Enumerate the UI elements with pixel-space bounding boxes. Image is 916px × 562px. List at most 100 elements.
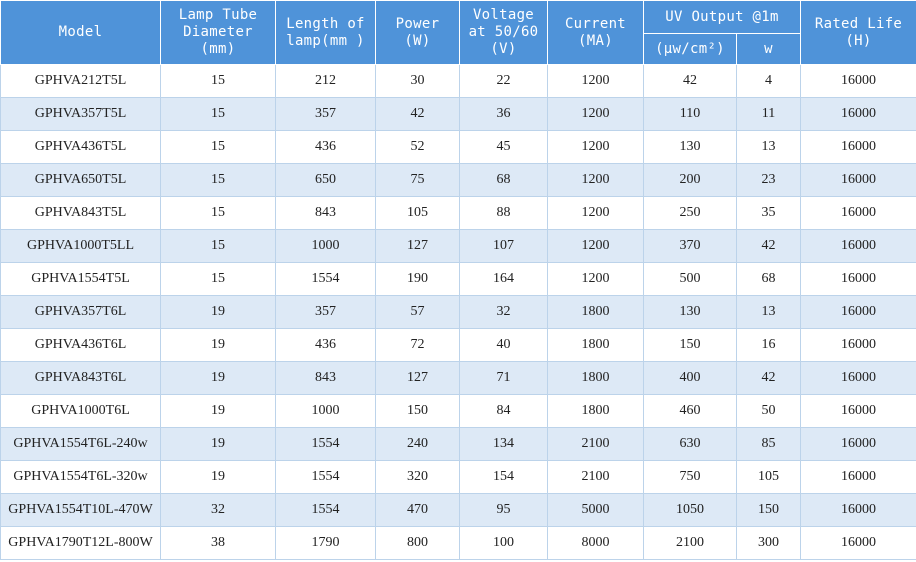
cell-power: 470 <box>375 493 460 527</box>
cell-power: 57 <box>375 295 460 329</box>
cell-model: GPHVA1554T5L <box>0 262 161 296</box>
cell-rated-life: 16000 <box>800 163 916 197</box>
cell-rated-life: 16000 <box>800 196 916 230</box>
cell-uv-intensity: 400 <box>643 361 737 395</box>
cell-length: 1554 <box>275 460 376 494</box>
cell-uv-intensity: 370 <box>643 229 737 263</box>
cell-model: GPHVA843T5L <box>0 196 161 230</box>
cell-voltage: 22 <box>459 64 548 98</box>
cell-voltage: 100 <box>459 526 548 560</box>
cell-voltage: 71 <box>459 361 548 395</box>
cell-uv-watts: 68 <box>735 262 802 296</box>
table-row: GPHVA436T6L 19 436 72 40 1800 150 16 16000 <box>0 328 916 362</box>
cell-voltage: 84 <box>459 394 548 428</box>
cell-power: 52 <box>375 130 460 164</box>
cell-diameter: 15 <box>160 229 276 263</box>
cell-length: 357 <box>275 97 376 131</box>
cell-current: 1200 <box>547 229 644 263</box>
cell-uv-watts: 50 <box>735 394 802 428</box>
cell-current: 1200 <box>547 64 644 98</box>
cell-power: 320 <box>375 460 460 494</box>
cell-model: GPHVA357T6L <box>0 295 161 329</box>
cell-uv-intensity: 460 <box>643 394 737 428</box>
header-current: Current (MA) <box>547 0 644 65</box>
table-row: GPHVA1554T5L 15 1554 190 164 1200 500 68 16000 <box>0 262 916 296</box>
cell-uv-watts: 23 <box>735 163 802 197</box>
cell-uv-intensity: 630 <box>643 427 737 461</box>
cell-rated-life: 16000 <box>800 130 916 164</box>
cell-rated-life: 16000 <box>800 262 916 296</box>
cell-model: GPHVA212T5L <box>0 64 161 98</box>
cell-uv-watts: 4 <box>735 64 802 98</box>
cell-model: GPHVA1000T5LL <box>0 229 161 263</box>
table-row: GPHVA1790T12L-800W 38 1790 800 100 8000 2100 30… <box>0 526 916 560</box>
cell-diameter: 19 <box>160 460 276 494</box>
cell-model: GPHVA1554T6L-240w <box>0 427 161 461</box>
header-rated-life: Rated Life (H) <box>800 0 916 65</box>
cell-uv-watts: 35 <box>735 196 802 230</box>
cell-length: 357 <box>275 295 376 329</box>
cell-voltage: 40 <box>459 328 548 362</box>
cell-model: GPHVA650T5L <box>0 163 161 197</box>
cell-power: 127 <box>375 229 460 263</box>
cell-length: 1554 <box>275 427 376 461</box>
cell-diameter: 15 <box>160 97 276 131</box>
cell-diameter: 15 <box>160 130 276 164</box>
cell-current: 1800 <box>547 394 644 428</box>
cell-power: 800 <box>375 526 460 560</box>
cell-current: 2100 <box>547 460 644 494</box>
cell-voltage: 107 <box>459 229 548 263</box>
cell-rated-life: 16000 <box>800 328 916 362</box>
header-model: Model <box>0 0 161 65</box>
cell-diameter: 19 <box>160 295 276 329</box>
cell-diameter: 19 <box>160 328 276 362</box>
cell-voltage: 95 <box>459 493 548 527</box>
cell-uv-intensity: 200 <box>643 163 737 197</box>
cell-voltage: 88 <box>459 196 548 230</box>
cell-power: 150 <box>375 394 460 428</box>
cell-voltage: 36 <box>459 97 548 131</box>
table-row: GPHVA843T5L 15 843 105 88 1200 250 35 16000 <box>0 196 916 230</box>
cell-rated-life: 16000 <box>800 361 916 395</box>
cell-uv-watts: 42 <box>735 361 802 395</box>
header-power: Power (W) <box>375 0 460 65</box>
cell-length: 843 <box>275 361 376 395</box>
cell-length: 843 <box>275 196 376 230</box>
cell-uv-intensity: 750 <box>643 460 737 494</box>
cell-length: 436 <box>275 130 376 164</box>
cell-diameter: 19 <box>160 427 276 461</box>
table-row: GPHVA357T6L 19 357 57 32 1800 130 13 16000 <box>0 295 916 329</box>
cell-uv-intensity: 1050 <box>643 493 737 527</box>
cell-current: 8000 <box>547 526 644 560</box>
cell-model: GPHVA357T5L <box>0 97 161 131</box>
cell-power: 75 <box>375 163 460 197</box>
cell-model: GPHVA436T5L <box>0 130 161 164</box>
cell-rated-life: 16000 <box>800 394 916 428</box>
cell-voltage: 32 <box>459 295 548 329</box>
table-row: GPHVA357T5L 15 357 42 36 1200 110 11 16000 <box>0 97 916 131</box>
cell-power: 105 <box>375 196 460 230</box>
cell-uv-watts: 11 <box>735 97 802 131</box>
cell-power: 127 <box>375 361 460 395</box>
table-row: GPHVA1000T5LL 15 1000 127 107 1200 370 42 16000 <box>0 229 916 263</box>
cell-diameter: 15 <box>160 64 276 98</box>
table-row: GPHVA650T5L 15 650 75 68 1200 200 23 16000 <box>0 163 916 197</box>
cell-length: 1000 <box>275 229 376 263</box>
cell-diameter: 38 <box>160 526 276 560</box>
table-row: GPHVA1000T6L 19 1000 150 84 1800 460 50 16000 <box>0 394 916 428</box>
header-voltage: Voltage at 50/60 (V) <box>459 0 548 65</box>
cell-model: GPHVA1554T6L-320w <box>0 460 161 494</box>
cell-current: 5000 <box>547 493 644 527</box>
cell-uv-watts: 105 <box>735 460 802 494</box>
table-row: GPHVA843T6L 19 843 127 71 1800 400 42 16000 <box>0 361 916 395</box>
cell-voltage: 154 <box>459 460 548 494</box>
cell-uv-watts: 300 <box>735 526 802 560</box>
cell-model: GPHVA843T6L <box>0 361 161 395</box>
cell-rated-life: 16000 <box>800 460 916 494</box>
cell-length: 1554 <box>275 262 376 296</box>
cell-current: 1800 <box>547 328 644 362</box>
header-uv-output: UV Output @1m <box>642 0 802 34</box>
cell-uv-watts: 16 <box>735 328 802 362</box>
cell-current: 1800 <box>547 361 644 395</box>
